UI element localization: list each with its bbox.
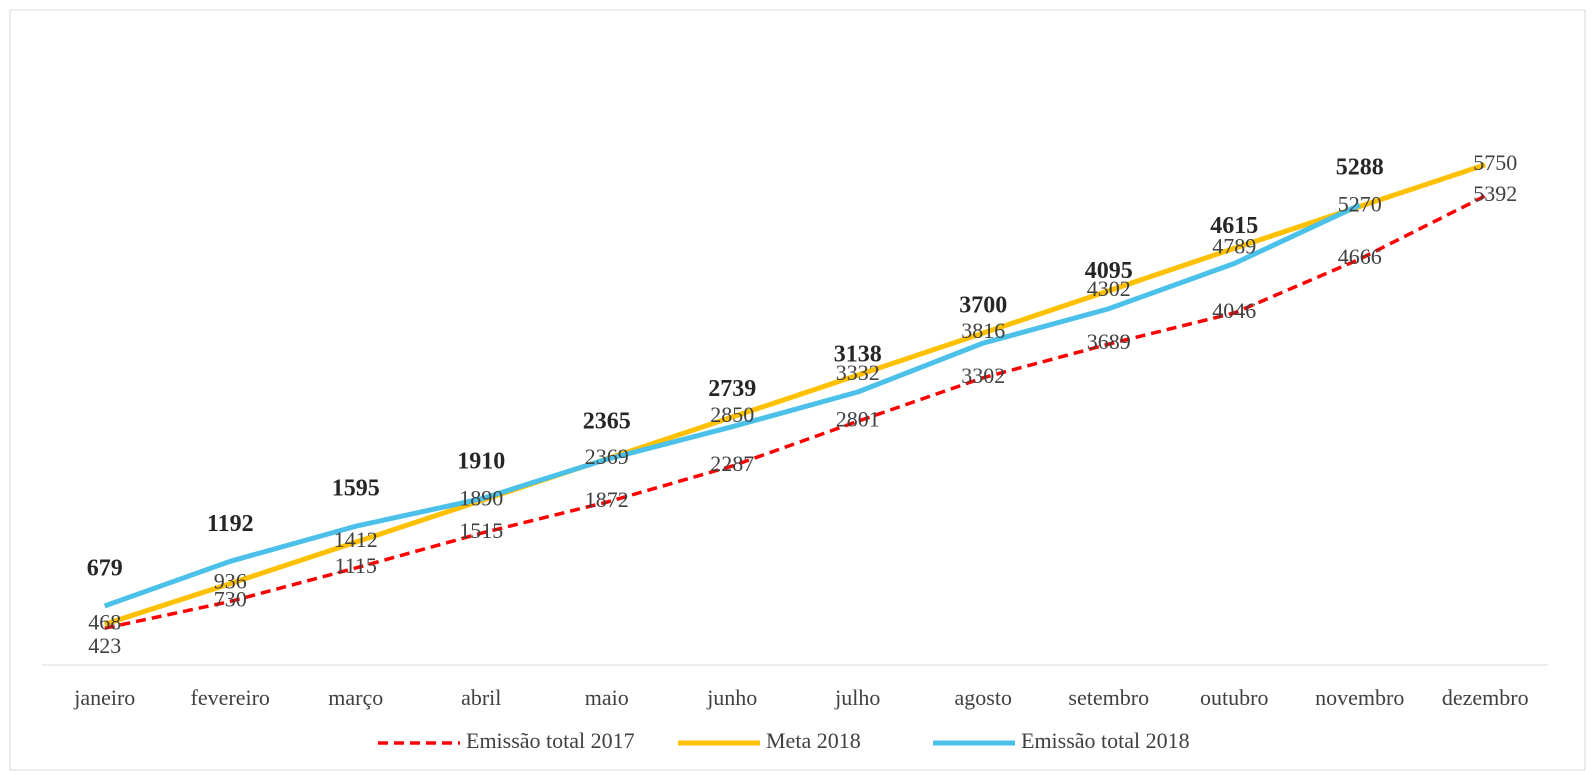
data-label: 1412 (334, 527, 378, 552)
data-label: 1910 (457, 448, 505, 474)
data-label: 730 (214, 587, 247, 612)
x-tick-label: outubro (1200, 685, 1268, 710)
data-label: 5750 (1473, 150, 1517, 175)
data-label: 3138 (834, 341, 882, 367)
legend-label: Emissão total 2017 (466, 728, 635, 753)
legend-label: Emissão total 2018 (1021, 728, 1190, 753)
series-line (103, 162, 1487, 627)
data-label: 1192 (207, 511, 254, 537)
data-label: 679 (87, 555, 123, 581)
data-label: 2365 (583, 409, 631, 435)
data-label: 2739 (708, 376, 756, 402)
data-label: 5270 (1338, 192, 1382, 217)
data-label: 2369 (585, 444, 629, 469)
data-label: 1515 (459, 518, 503, 543)
data-label: 3332 (836, 360, 880, 385)
x-tick-label: julho (834, 685, 880, 710)
data-label: 3816 (961, 318, 1005, 343)
x-tick-label: maio (585, 685, 629, 710)
data-label: 3700 (959, 293, 1007, 319)
data-label: 468 (88, 609, 121, 634)
data-label: 4302 (1087, 276, 1131, 301)
data-label: 3689 (1087, 329, 1131, 354)
x-tick-label: abril (461, 685, 501, 710)
x-tick-label: junho (706, 685, 757, 710)
x-tick-label: janeiro (73, 685, 135, 710)
data-label: 2801 (836, 406, 880, 431)
data-label: 5392 (1473, 181, 1517, 206)
data-label: 2850 (710, 402, 754, 427)
data-label: 3302 (961, 363, 1005, 388)
data-label: 2287 (710, 451, 754, 476)
legend-label: Meta 2018 (766, 728, 861, 753)
series-line (103, 202, 1361, 609)
data-label: 1115 (335, 553, 377, 578)
data-label: 4789 (1212, 233, 1256, 258)
data-label: 936 (214, 569, 247, 594)
data-label: 4046 (1212, 298, 1256, 323)
x-tick-label: dezembro (1442, 685, 1529, 710)
x-tick-label: março (328, 685, 383, 710)
x-tick-label: novembro (1315, 685, 1404, 710)
x-tick-label: fevereiro (191, 685, 270, 710)
data-label: 1890 (459, 486, 503, 511)
data-label: 1595 (332, 476, 380, 502)
data-label: 4095 (1085, 258, 1133, 284)
chart-frame (9, 9, 1586, 771)
data-label: 1872 (585, 487, 629, 512)
data-label: 423 (88, 633, 121, 658)
x-tick-label: setembro (1068, 685, 1149, 710)
x-tick-label: agosto (955, 685, 1012, 710)
data-label: 4666 (1338, 244, 1382, 269)
data-label: 4615 (1210, 213, 1258, 239)
data-label: 5288 (1336, 154, 1384, 180)
